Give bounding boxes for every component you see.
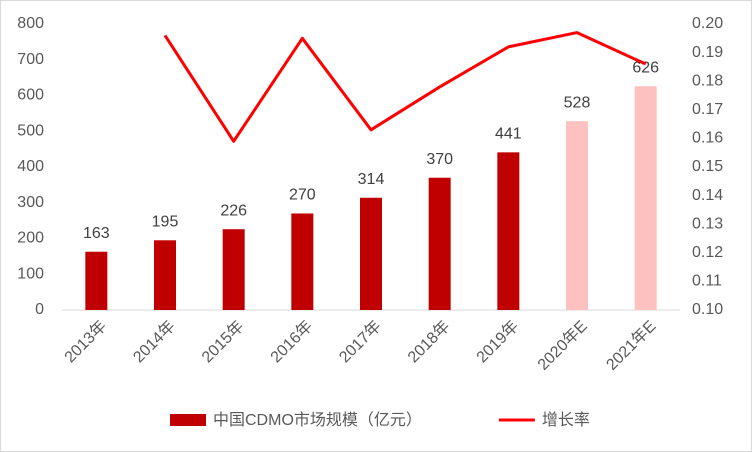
y2-tick-label: 0.11: [692, 273, 722, 290]
bar: [566, 121, 588, 311]
line: [163, 31, 647, 143]
value-label: 626: [632, 59, 659, 76]
y2-tick-label: 0.14: [692, 187, 723, 204]
y2-tick-label: 0.17: [692, 101, 723, 118]
legend-label: 中国CDMO市场规模（亿元）: [213, 411, 422, 429]
bar: [497, 152, 520, 310]
y-tick-label: 800: [17, 15, 44, 32]
value-label: 314: [358, 171, 385, 188]
bar: [154, 240, 176, 310]
y-tick-label: 300: [17, 194, 44, 211]
y-tick-label: 700: [17, 51, 44, 68]
bar: [360, 197, 382, 310]
y2-tick-label: 0.15: [692, 158, 723, 175]
bar: [291, 213, 314, 310]
value-label: 441: [495, 126, 522, 143]
y2-tick-label: 0.20: [692, 15, 723, 32]
y-tick-label: 500: [17, 122, 44, 139]
y-tick-label: 600: [17, 87, 44, 104]
y2-tick-label: 0.19: [692, 44, 723, 61]
value-label: 370: [426, 151, 453, 168]
y-tick-label: 0: [35, 301, 44, 318]
y2-tick-label: 0.10: [692, 301, 723, 318]
value-label: 195: [152, 214, 179, 231]
bar: [222, 229, 245, 310]
legend-swatch: [170, 414, 206, 426]
y-tick-label: 200: [17, 230, 44, 247]
y2-tick-label: 0.18: [692, 72, 723, 89]
y2-tick-label: 0.12: [692, 244, 723, 261]
bar: [634, 86, 657, 310]
y-tick-label: 400: [17, 158, 44, 175]
y-tick-label: 100: [17, 265, 44, 282]
y2-tick-label: 0.13: [692, 215, 723, 232]
legend-label: 增长率: [542, 411, 590, 429]
bar: [428, 177, 451, 310]
value-label: 270: [289, 187, 316, 204]
bar: [85, 251, 108, 310]
value-label: 226: [220, 202, 247, 219]
y2-tick-label: 0.16: [692, 130, 723, 147]
value-label: 163: [83, 225, 110, 242]
value-label: 528: [564, 94, 591, 111]
